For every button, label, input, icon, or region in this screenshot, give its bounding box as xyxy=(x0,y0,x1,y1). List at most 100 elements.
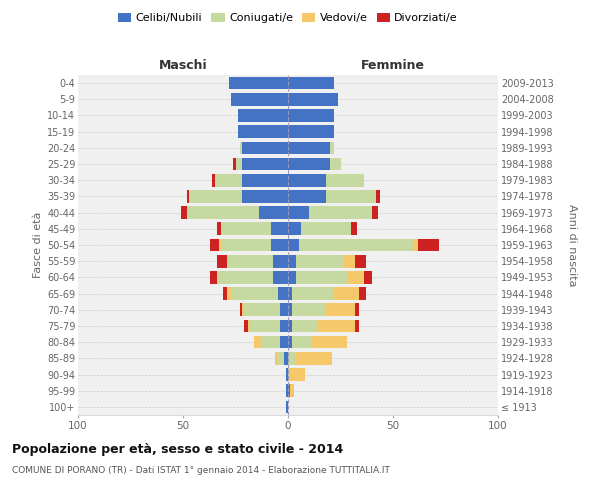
Bar xyxy=(296,255,343,268)
Bar xyxy=(275,352,277,364)
Bar xyxy=(317,320,355,332)
Bar xyxy=(292,288,334,300)
Bar xyxy=(326,304,355,316)
Bar xyxy=(343,255,355,268)
Bar xyxy=(284,352,288,364)
Bar xyxy=(235,158,242,170)
Bar xyxy=(376,190,380,202)
Bar xyxy=(288,288,292,300)
Bar xyxy=(418,238,439,252)
Bar xyxy=(288,158,330,170)
Bar xyxy=(288,222,301,235)
Bar xyxy=(292,320,317,332)
Bar xyxy=(288,77,334,90)
Bar xyxy=(288,304,292,316)
Bar xyxy=(221,222,271,235)
Bar xyxy=(187,190,189,202)
Bar xyxy=(296,271,347,283)
Bar xyxy=(288,320,292,332)
Bar xyxy=(359,288,366,300)
Bar xyxy=(221,238,271,252)
Bar xyxy=(233,158,235,170)
Bar xyxy=(189,190,242,202)
Bar xyxy=(261,336,280,348)
Text: Popolazione per età, sesso e stato civile - 2014: Popolazione per età, sesso e stato civil… xyxy=(12,442,343,456)
Bar xyxy=(290,368,305,381)
Bar xyxy=(288,206,309,219)
Bar xyxy=(227,255,274,268)
Bar xyxy=(254,336,260,348)
Bar xyxy=(286,384,288,397)
Bar xyxy=(232,93,288,106)
Bar xyxy=(292,304,326,316)
Bar xyxy=(330,142,334,154)
Bar xyxy=(355,304,359,316)
Legend: Celibi/Nubili, Coniugati/e, Vedovi/e, Divorziati/e: Celibi/Nubili, Coniugati/e, Vedovi/e, Di… xyxy=(113,8,463,28)
Bar xyxy=(288,255,296,268)
Bar xyxy=(259,206,288,219)
Bar xyxy=(215,174,242,186)
Text: COMUNE DI PORANO (TR) - Dati ISTAT 1° gennaio 2014 - Elaborazione TUTTITALIA.IT: COMUNE DI PORANO (TR) - Dati ISTAT 1° ge… xyxy=(12,466,390,475)
Bar xyxy=(242,142,288,154)
Bar xyxy=(292,336,311,348)
Bar xyxy=(288,271,296,283)
Bar xyxy=(372,206,379,219)
Bar xyxy=(242,158,288,170)
Bar xyxy=(286,368,288,381)
Bar xyxy=(364,271,372,283)
Bar xyxy=(248,320,250,332)
Bar xyxy=(244,320,248,332)
Bar xyxy=(238,109,288,122)
Bar xyxy=(309,206,372,219)
Bar xyxy=(244,304,280,316)
Bar xyxy=(274,271,288,283)
Bar xyxy=(414,238,418,252)
Bar xyxy=(288,174,326,186)
Bar xyxy=(311,336,347,348)
Bar xyxy=(271,238,288,252)
Y-axis label: Fasce di età: Fasce di età xyxy=(32,212,43,278)
Bar xyxy=(299,238,414,252)
Bar xyxy=(242,304,244,316)
Bar xyxy=(217,271,274,283)
Bar xyxy=(347,271,364,283)
Bar xyxy=(181,206,187,219)
Bar xyxy=(250,320,280,332)
Bar xyxy=(288,238,299,252)
Bar xyxy=(240,142,242,154)
Bar xyxy=(210,238,218,252)
Text: Femmine: Femmine xyxy=(361,59,425,72)
Bar xyxy=(277,352,284,364)
Bar xyxy=(242,190,288,202)
Bar xyxy=(330,158,341,170)
Bar xyxy=(288,126,334,138)
Bar xyxy=(355,320,359,332)
Bar xyxy=(212,174,215,186)
Bar xyxy=(290,384,295,397)
Bar xyxy=(277,288,288,300)
Bar xyxy=(240,304,242,316)
Y-axis label: Anni di nascita: Anni di nascita xyxy=(568,204,577,286)
Bar xyxy=(288,368,290,381)
Bar xyxy=(296,352,332,364)
Bar xyxy=(301,222,351,235)
Bar xyxy=(187,206,259,219)
Bar xyxy=(288,336,292,348)
Bar xyxy=(217,222,221,235)
Bar xyxy=(223,288,227,300)
Bar xyxy=(288,190,326,202)
Bar xyxy=(286,400,288,413)
Bar xyxy=(288,142,330,154)
Bar xyxy=(280,320,288,332)
Bar xyxy=(232,288,277,300)
Bar xyxy=(288,93,338,106)
Bar xyxy=(355,255,366,268)
Bar xyxy=(238,126,288,138)
Bar xyxy=(274,255,288,268)
Bar xyxy=(227,288,232,300)
Bar xyxy=(280,336,288,348)
Bar xyxy=(326,174,364,186)
Bar xyxy=(326,190,376,202)
Bar xyxy=(288,384,290,397)
Bar xyxy=(210,271,217,283)
